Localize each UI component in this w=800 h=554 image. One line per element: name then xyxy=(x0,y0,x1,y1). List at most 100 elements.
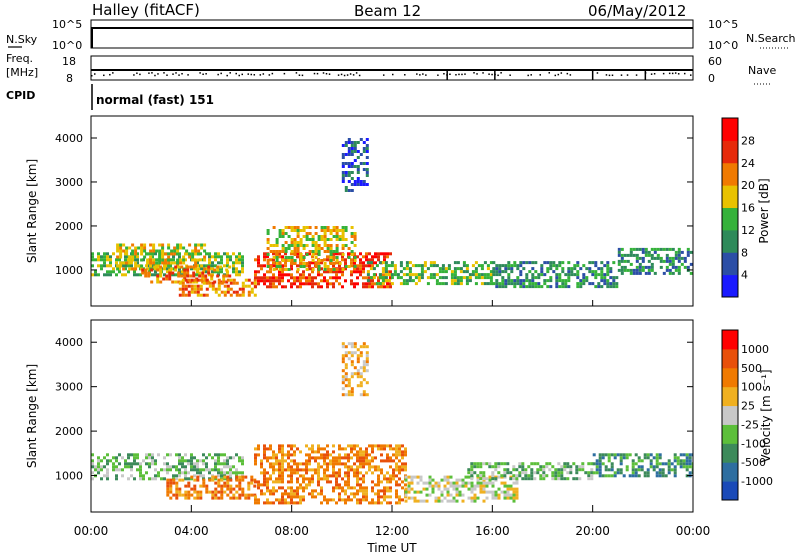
echo-cell xyxy=(157,471,160,475)
echo-cell xyxy=(644,271,648,275)
echo-cell xyxy=(620,265,624,269)
echo-cell xyxy=(350,447,353,451)
echo-cell xyxy=(516,279,520,283)
echo-cell xyxy=(625,453,629,457)
echo-cell xyxy=(311,238,315,241)
echo-cell xyxy=(419,475,423,479)
echo-cell xyxy=(432,273,436,277)
echo-cell xyxy=(170,267,174,271)
echo-cell xyxy=(347,162,351,165)
echo-cell xyxy=(109,264,112,268)
echo-cell xyxy=(371,264,374,268)
echo-cell xyxy=(296,501,299,505)
echo-cell xyxy=(619,459,623,463)
echo-cell xyxy=(603,273,607,277)
colorbar-tick-label: 500 xyxy=(741,362,762,375)
colorbar-tick-label: 12 xyxy=(741,224,755,237)
echo-cell xyxy=(682,465,686,469)
echo-cell xyxy=(311,261,314,265)
colorbar-tick-label: -25 xyxy=(741,418,759,431)
echo-cell xyxy=(154,459,157,463)
echo-cell xyxy=(362,267,365,271)
echo-cell xyxy=(317,235,321,238)
echo-cell xyxy=(287,279,290,283)
echo-cell xyxy=(366,270,370,274)
echo-cell xyxy=(305,238,309,241)
echo-cell xyxy=(542,477,546,481)
echo-cell xyxy=(383,477,386,481)
echo-cell xyxy=(617,268,621,272)
echo-cell xyxy=(238,261,241,265)
echo-cell xyxy=(302,235,306,238)
echo-cell xyxy=(109,255,112,259)
echo-cell xyxy=(408,273,412,277)
echo-cell xyxy=(425,487,429,491)
echo-cell xyxy=(302,276,305,280)
echo-cell xyxy=(290,492,293,496)
echo-cell xyxy=(196,478,200,482)
echo-cell xyxy=(284,285,287,289)
echo-cell xyxy=(332,456,335,460)
echo-cell xyxy=(127,465,130,469)
echo-cell xyxy=(155,261,159,265)
echo-cell xyxy=(199,278,203,282)
echo-cell xyxy=(365,489,368,493)
echo-cell xyxy=(326,226,330,229)
y-tick-label: 4000 xyxy=(55,336,83,349)
echo-cell xyxy=(513,282,517,286)
echo-cell xyxy=(100,258,103,262)
echo-cell xyxy=(241,264,244,268)
echo-cell xyxy=(575,477,579,481)
echo-cell xyxy=(353,150,357,153)
echo-cell xyxy=(317,238,321,241)
echo-cell xyxy=(474,282,478,286)
echo-cell xyxy=(194,249,198,253)
echo-cell xyxy=(232,252,235,256)
echo-cell xyxy=(686,247,690,251)
echo-cell xyxy=(509,475,513,479)
echo-cell xyxy=(631,471,635,475)
echo-cell xyxy=(381,279,385,283)
echo-cell xyxy=(476,478,480,482)
echo-cell xyxy=(395,444,398,448)
echo-cell xyxy=(507,276,511,280)
echo-cell xyxy=(168,277,172,281)
echo-cell xyxy=(350,393,354,397)
echo-cell xyxy=(347,471,350,475)
echo-cell xyxy=(422,499,426,503)
echo-cell xyxy=(395,465,398,469)
echo-cell xyxy=(229,487,233,491)
echo-cell xyxy=(338,459,341,463)
echo-cell xyxy=(390,264,394,268)
echo-cell xyxy=(407,490,411,494)
echo-cell xyxy=(226,487,230,491)
echo-cell xyxy=(254,447,257,451)
echo-cell xyxy=(344,465,347,469)
echo-cell xyxy=(350,147,354,150)
echo-cell xyxy=(573,267,577,271)
echo-cell xyxy=(192,280,196,284)
echo-cell xyxy=(311,492,314,496)
echo-cell xyxy=(485,484,489,488)
echo-cell xyxy=(199,293,203,297)
nave-dot xyxy=(181,72,183,75)
echo-cell xyxy=(100,459,103,463)
echo-cell xyxy=(563,477,567,481)
echo-cell xyxy=(178,287,182,291)
echo-cell xyxy=(226,284,230,288)
echo-cell xyxy=(665,253,669,257)
echo-cell xyxy=(133,462,136,466)
echo-cell xyxy=(534,276,538,280)
echo-cell xyxy=(308,492,311,496)
echo-cell xyxy=(141,271,145,275)
echo-cell xyxy=(278,447,281,451)
echo-cell xyxy=(347,453,350,457)
echo-cell xyxy=(308,279,311,283)
echo-cell xyxy=(290,273,293,277)
echo-cell xyxy=(332,285,335,289)
echo-cell xyxy=(374,468,377,472)
echo-cell xyxy=(353,453,356,457)
echo-cell xyxy=(609,282,613,286)
echo-cell xyxy=(157,474,160,478)
echo-cell xyxy=(302,474,305,478)
